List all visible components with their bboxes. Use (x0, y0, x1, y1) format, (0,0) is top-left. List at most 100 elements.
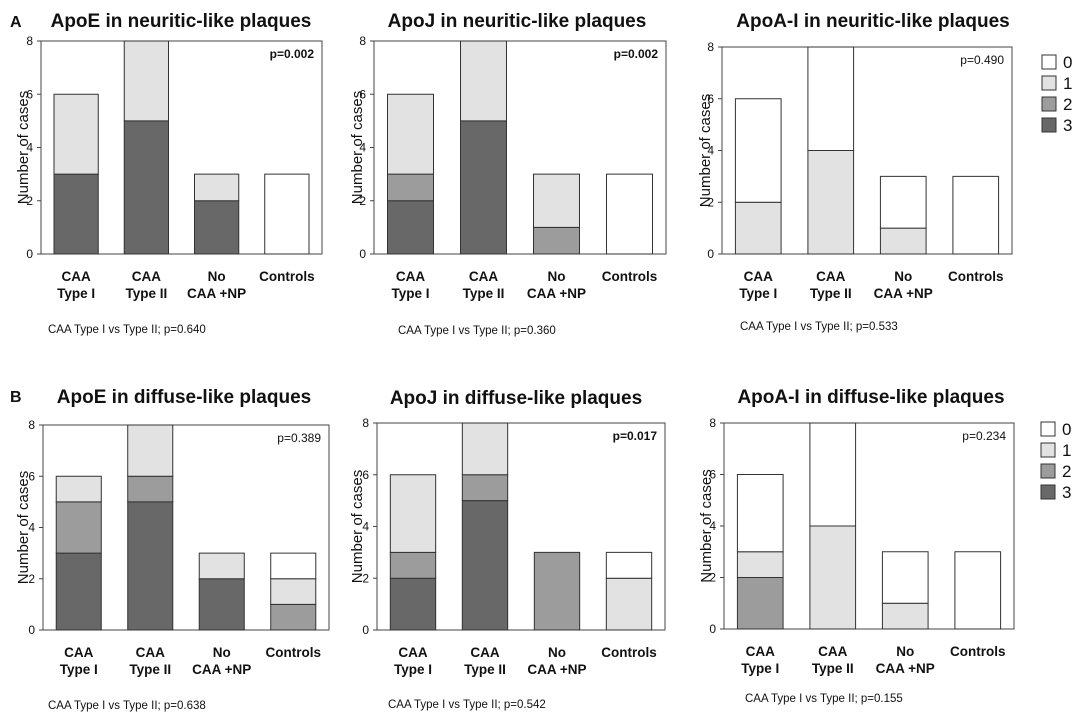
comparison-note: CAA Type I vs Type II; p=0.542 (388, 699, 546, 711)
legend-1: 0 1 2 3 (1041, 53, 1072, 135)
y-tick-label: 2 (359, 194, 366, 208)
y-tick-label: 4 (359, 141, 366, 155)
legend-swatch-0 (1041, 54, 1057, 70)
y-tick-label: 6 (709, 468, 716, 482)
bar-segment-level-0 (734, 98, 782, 203)
comparison-note: CAA Type I vs Type II; p=0.640 (48, 324, 206, 336)
category-label: Controls (266, 645, 322, 660)
bar-segment-level-1 (198, 552, 245, 580)
legend-swatch-3 (1040, 484, 1056, 500)
chart-title: ApoE in neuritic-like plaques (51, 11, 312, 32)
legend-label-0: 0 (1063, 53, 1072, 72)
comparison-note: CAA Type I vs Type II; p=0.155 (745, 693, 903, 705)
y-tick-label: 2 (28, 572, 35, 586)
legends-container: 0 1 2 3 0 1 2 3 (1040, 53, 1072, 502)
bar-segment-level-0 (605, 551, 653, 579)
category-label: No CAA +NP (527, 645, 586, 677)
bar-segment-level-0 (606, 173, 653, 255)
y-axis-label: Number of cases (698, 469, 715, 582)
category-label: No CAA +NP (192, 645, 251, 677)
legend-label-2: 2 (1062, 462, 1071, 481)
y-axis-label: Number of cases (697, 94, 714, 207)
bar-segment-level-0 (954, 551, 1002, 630)
comparison-note: CAA Type I vs Type II; p=0.638 (48, 700, 206, 712)
bar-segment-level-1 (193, 173, 240, 202)
y-axis-label: Number of cases (349, 91, 366, 204)
bar-segment-level-1 (460, 40, 507, 122)
charts-container: 0 2 4 6 8 Number of cases ApoE in neuritic-lik… (15, 11, 1015, 712)
chart-title: ApoA-I in diffuse-like plaques (737, 387, 1004, 408)
comparison-note: CAA Type I vs Type II; p=0.533 (740, 321, 898, 333)
bar-segment-level-2 (55, 501, 102, 554)
bar-segment-level-2 (736, 577, 784, 630)
legend-swatch-2 (1041, 96, 1057, 112)
category-label: CAA Type II (129, 645, 171, 677)
y-tick-label: 6 (362, 468, 369, 482)
bar-segment-level-1 (736, 551, 784, 578)
y-tick-label: 2 (362, 571, 369, 585)
category-label: CAA Type I (391, 269, 429, 301)
bar-segment-level-1 (879, 227, 927, 255)
category-label: CAA Type I (57, 269, 95, 301)
comparison-note: CAA Type I vs Type II; p=0.360 (398, 325, 556, 337)
bar-segment-level-3 (387, 200, 434, 255)
y-axis-label: Number of cases (349, 470, 366, 583)
bar-segment-level-2 (533, 551, 581, 631)
bar-segment-level-1 (53, 93, 99, 175)
y-tick-label: 6 (359, 87, 366, 101)
y-tick-label: 8 (709, 416, 716, 430)
bar-segment-level-1 (734, 201, 782, 255)
y-tick-label: 0 (362, 623, 369, 637)
category-label: CAA Type I (739, 269, 777, 301)
bar-segment-level-3 (461, 500, 509, 631)
p-value-label: p=0.002 (614, 47, 659, 61)
bar-segment-level-1 (533, 173, 580, 228)
panel-letter-b: B (10, 389, 22, 406)
bar-segment-level-3 (193, 200, 240, 255)
category-label: No CAA +NP (876, 644, 935, 676)
y-tick-label: 6 (707, 92, 714, 106)
bar-segment-level-2 (127, 475, 174, 503)
category-label: CAA Type II (463, 269, 505, 301)
chart-5: 0 2 4 6 8 Number of cases ApoJ in diffuse-like… (349, 388, 666, 711)
y-tick-label: 2 (26, 194, 33, 208)
bar-segment-level-2 (389, 551, 437, 579)
category-label: CAA Type II (810, 269, 852, 301)
chart-title: ApoJ in neuritic-like plaques (388, 11, 647, 32)
bar-segment-level-3 (55, 552, 102, 631)
y-tick-label: 4 (28, 521, 35, 535)
bar-segment-level-0 (809, 422, 857, 527)
bar-segment-level-1 (123, 40, 170, 122)
y-tick-label: 4 (362, 520, 369, 534)
chart-6: 0 2 4 6 8 Number of cases ApoA-I in diffuse-li… (698, 387, 1015, 705)
bar-segment-level-3 (198, 578, 245, 631)
bar-segment-level-1 (389, 474, 437, 553)
p-value-label: p=0.234 (962, 429, 1006, 443)
bar-segment-level-3 (460, 120, 507, 255)
y-tick-label: 0 (26, 247, 33, 261)
category-label: Controls (259, 269, 315, 284)
category-label: CAA Type I (741, 644, 779, 676)
category-label: CAA Type I (60, 645, 98, 677)
legend-swatch-0 (1040, 421, 1056, 437)
category-label: No CAA +NP (187, 269, 246, 301)
y-tick-label: 0 (359, 247, 366, 261)
y-tick-label: 4 (26, 141, 33, 155)
y-tick-label: 4 (709, 519, 716, 533)
chart-title: ApoJ in diffuse-like plaques (390, 388, 642, 409)
p-value-label: p=0.389 (277, 431, 321, 445)
bar-segment-level-0 (807, 46, 855, 151)
chart-4: 0 2 4 6 8 Number of cases ApoE in diffuse-like… (15, 387, 330, 712)
legend-swatch-1 (1041, 75, 1057, 91)
legend-label-3: 3 (1063, 116, 1072, 135)
category-label: Controls (601, 645, 657, 660)
legend-swatch-3 (1041, 117, 1057, 133)
category-label: Controls (602, 269, 658, 284)
bar-segment-level-0 (270, 552, 317, 580)
chart-title: ApoA-I in neuritic-like plaques (736, 11, 1009, 32)
y-tick-label: 8 (26, 34, 33, 48)
bar-segment-level-0 (736, 474, 784, 553)
legend-swatch-1 (1040, 442, 1056, 458)
y-tick-label: 4 (707, 144, 714, 158)
bar-segment-level-1 (270, 578, 317, 605)
